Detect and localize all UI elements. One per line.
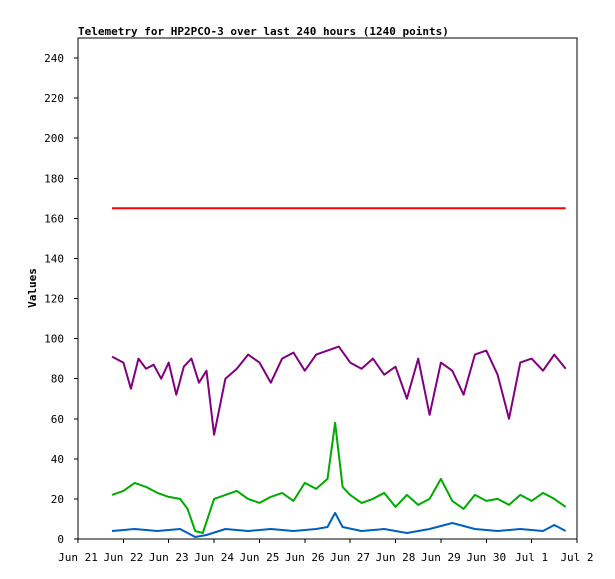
- series-layer: [111, 207, 567, 538]
- x-tick-label: Jun 22: [103, 551, 143, 564]
- x-tick-label: Jul 1: [515, 551, 548, 564]
- y-tick-label: 220: [44, 92, 64, 105]
- y-tick-label: 140: [44, 252, 64, 265]
- y-tick-label: 240: [44, 52, 64, 65]
- chart-title: Telemetry for HP2PCO-3 over last 240 hou…: [78, 25, 449, 38]
- x-axis-ticks: Jun 21 Jun 22 Jun 23 Jun 24 Jun 25 Jun 26 Jun …: [58, 539, 594, 564]
- x-tick-label: Jun 23: [149, 551, 189, 564]
- plot-area-border: [77, 37, 578, 540]
- y-axis-label: Values: [26, 268, 39, 308]
- x-tick-label: Jun 25: [240, 551, 280, 564]
- x-tick-label: Jun 24: [194, 551, 234, 564]
- y-axis-ticks: 0 20 40 60 80 100 120 140 160 180 200 220 240: [44, 52, 78, 546]
- y-tick-label: 20: [51, 493, 64, 506]
- y-tick-label: 0: [57, 533, 64, 546]
- plot-frame: [77, 37, 578, 540]
- y-tick-label: 100: [44, 333, 64, 346]
- y-tick-label: 160: [44, 212, 64, 225]
- series-line-2: [111, 345, 567, 436]
- y-tick-label: 200: [44, 132, 64, 145]
- x-tick-label: Jun 28: [376, 551, 416, 564]
- x-tick-label: Jun 29: [421, 551, 461, 564]
- x-tick-label: Jun 26: [285, 551, 325, 564]
- x-tick-label: Jun 30: [466, 551, 506, 564]
- x-tick-label: Jun 21: [58, 551, 98, 564]
- y-tick-label: 40: [51, 453, 64, 466]
- x-tick-label: Jul 2: [560, 551, 593, 564]
- y-tick-label: 120: [44, 293, 64, 306]
- y-tick-label: 60: [51, 413, 64, 426]
- series-line-4: [111, 511, 567, 538]
- y-tick-label: 80: [51, 373, 64, 386]
- series-line-3: [111, 421, 567, 534]
- y-tick-label: 180: [44, 172, 64, 185]
- x-tick-label: Jun 27: [330, 551, 370, 564]
